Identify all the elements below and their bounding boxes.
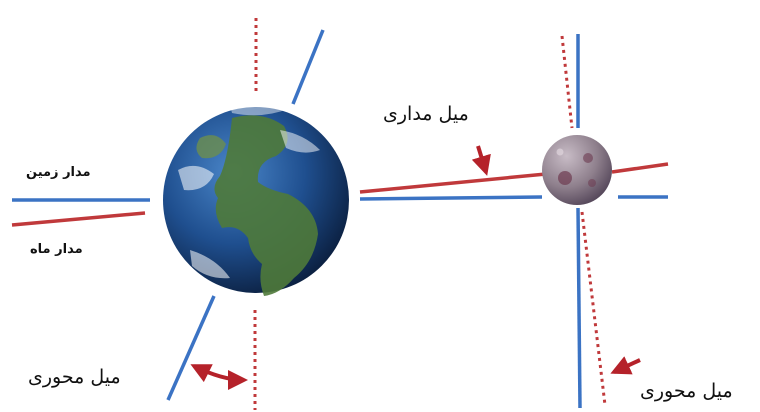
earth-axis-top bbox=[291, 29, 325, 105]
moon-dotted-bottom bbox=[580, 211, 607, 406]
earth-globe bbox=[163, 102, 349, 296]
earth-moon-red-line bbox=[359, 172, 547, 194]
moon-orbit-line-left bbox=[11, 211, 146, 227]
moon-axial-tilt-label: میل محوری bbox=[640, 380, 733, 402]
moon-dotted-top bbox=[560, 35, 574, 129]
earth-moon-blue-line bbox=[359, 195, 543, 201]
earth-axial-tilt-label: میل محوری bbox=[28, 366, 121, 388]
moon-orbit-label: مدار ماه bbox=[30, 242, 83, 257]
moon-orbit-line-right bbox=[611, 162, 669, 174]
earth-axial-tilt-arrow bbox=[190, 364, 248, 390]
moon-globe bbox=[542, 135, 612, 205]
orbital-tilt-arrow bbox=[471, 145, 491, 176]
earth-orbit-label: مدار زمین bbox=[26, 165, 91, 180]
orbital-tilt-label: میل مداری bbox=[383, 103, 469, 125]
earth-axis-bottom bbox=[166, 295, 216, 401]
moon-axial-tilt-arrow bbox=[610, 356, 641, 375]
moon-axis-bottom bbox=[576, 207, 582, 409]
